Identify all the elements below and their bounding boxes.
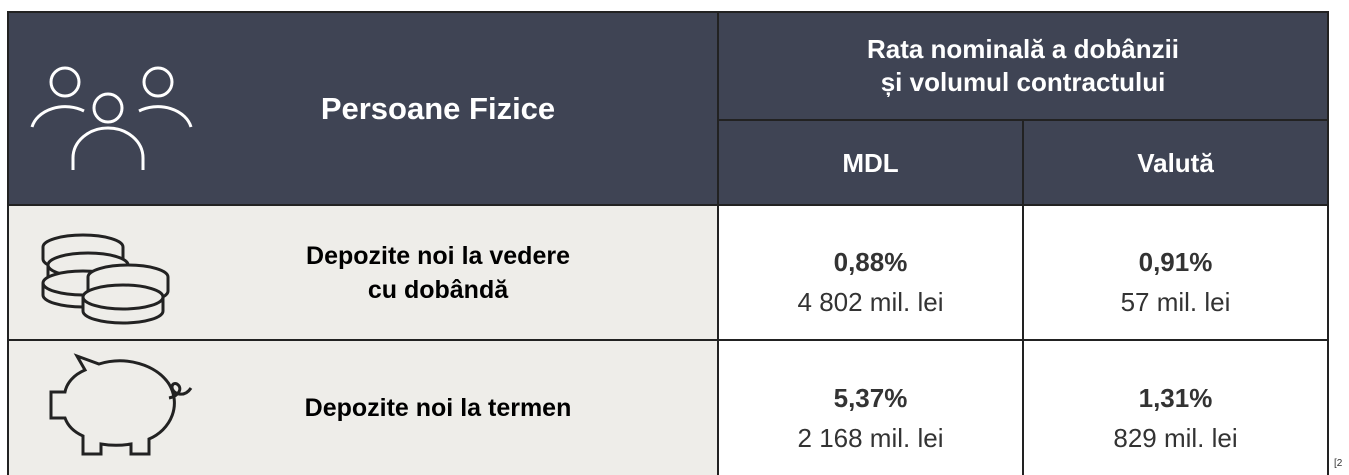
row-label: cu dobândă	[367, 276, 509, 304]
group-line: Rata nominală a dobânzii	[866, 34, 1180, 64]
rate: 0,88%	[833, 247, 908, 277]
volume: 2 168 mil. lei	[797, 423, 944, 453]
volume: 57 mil. lei	[1120, 287, 1231, 317]
value-cell: 0,88% 4 802 mil. lei	[718, 206, 1023, 340]
footnote: [2	[1334, 458, 1343, 469]
piggy-icon	[49, 353, 193, 456]
border	[1327, 11, 1329, 475]
value-cell: 1,31% 829 mil. lei	[1023, 341, 1328, 475]
row-label: Depozite noi la vedere	[306, 242, 570, 270]
coins-icon	[41, 233, 170, 325]
rate: 0,91%	[1138, 247, 1213, 277]
header-title-cell: Persoane Fizice	[8, 12, 718, 206]
border	[1022, 119, 1024, 475]
volume: 4 802 mil. lei	[797, 287, 944, 317]
border	[8, 204, 1329, 206]
people-icon	[30, 66, 193, 170]
value-cell: 0,91% 57 mil. lei	[1023, 206, 1328, 340]
column-header: Valută	[1023, 121, 1328, 206]
row-label-cell: Depozite noi la termen	[8, 341, 718, 475]
group-line: și volumul contractului	[880, 67, 1166, 97]
volume: 829 mil. lei	[1113, 423, 1238, 453]
group-header: Rata nominală a dobânzii și volumul cont…	[718, 12, 1328, 120]
row-label: Depozite noi la termen	[304, 393, 572, 422]
border	[7, 11, 9, 475]
border	[8, 11, 1329, 13]
border	[717, 11, 719, 475]
column-header: MDL	[718, 121, 1023, 206]
header-title: Persoane Fizice	[320, 91, 556, 126]
value-cell: 5,37% 2 168 mil. lei	[718, 341, 1023, 475]
rate: 1,31%	[1138, 383, 1213, 413]
rate: 5,37%	[833, 383, 908, 413]
border	[8, 339, 1329, 341]
